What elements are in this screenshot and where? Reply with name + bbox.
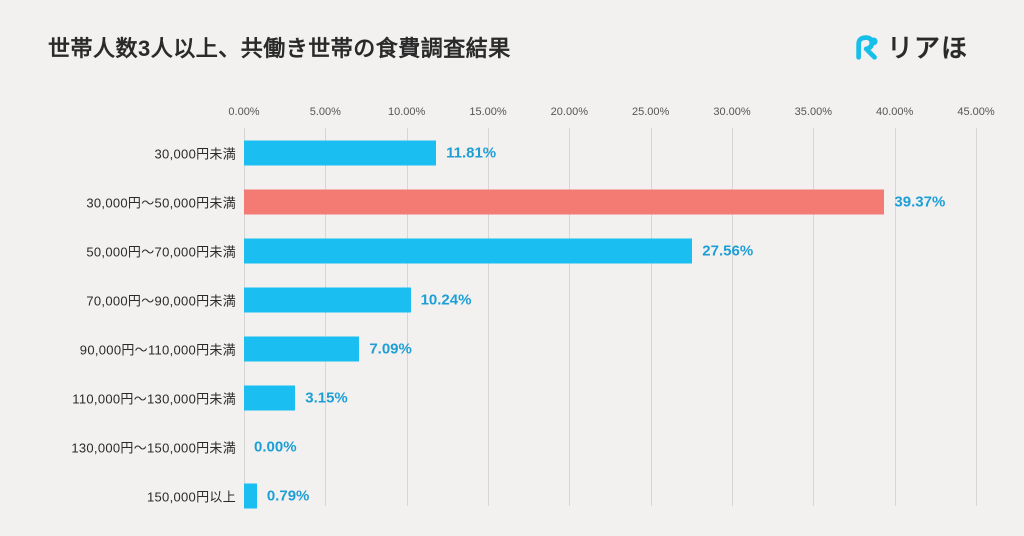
bar-row: 27.56% [244, 238, 976, 263]
bar-value-label: 3.15% [305, 389, 348, 406]
x-tick: 35.00% [795, 106, 832, 118]
logo-text: リアほ [887, 28, 968, 65]
bar-value-label: 7.09% [369, 340, 412, 357]
chart-container: 30,000円未満 30,000円〜50,000円未満 50,000円〜70,000… [48, 100, 976, 506]
bar-value-label: 27.56% [702, 242, 753, 259]
bar-row: 0.79% [244, 483, 976, 508]
bar-row: 11.81% [244, 140, 976, 165]
x-tick: 10.00% [388, 106, 425, 118]
bar-row: 3.15% [244, 385, 976, 410]
bar-row: 39.37% [244, 189, 976, 214]
bar-value-label: 0.79% [267, 487, 310, 504]
x-tick: 40.00% [876, 106, 913, 118]
x-tick: 0.00% [228, 106, 259, 118]
bar-value-label: 11.81% [446, 144, 496, 161]
bar [244, 385, 295, 410]
y-axis-label: 110,000円〜130,000円未満 [72, 388, 236, 407]
bar-row: 7.09% [244, 336, 976, 361]
y-axis-label: 90,000円〜110,000円未満 [80, 339, 236, 358]
x-tick: 5.00% [310, 106, 341, 118]
x-tick: 30.00% [713, 106, 750, 118]
bar [244, 189, 884, 214]
bar-value-label: 39.37% [894, 193, 945, 210]
bar [244, 238, 692, 263]
bar [244, 483, 257, 508]
y-axis-label: 30,000円未満 [155, 143, 236, 162]
bar-value-label: 0.00% [254, 438, 297, 455]
bar-value-label: 10.24% [421, 291, 472, 308]
bar-row: 10.24% [244, 287, 976, 312]
grid-line [976, 128, 977, 506]
x-tick: 25.00% [632, 106, 669, 118]
y-axis-labels: 30,000円未満 30,000円〜50,000円未満 50,000円〜70,000… [48, 128, 244, 506]
logo-icon [853, 32, 883, 62]
bar [244, 140, 436, 165]
y-axis-label: 30,000円〜50,000円未満 [86, 192, 236, 211]
bar [244, 336, 359, 361]
x-axis: 0.00%5.00%10.00%15.00%20.00%25.00%30.00%… [244, 100, 976, 128]
bar-row: 0.00% [244, 434, 976, 459]
y-axis-label: 130,000円〜150,000円未満 [71, 437, 236, 456]
x-tick: 20.00% [551, 106, 588, 118]
plot-area: 0.00% 5.00% 10.00% 15.00% 20.00% 25.00% 30.00%… [244, 100, 976, 506]
y-axis-label: 150,000円以上 [147, 486, 236, 505]
brand-logo: リアほ [853, 28, 968, 65]
x-tick: 45.00% [957, 106, 994, 118]
y-axis-label: 70,000円〜90,000円未満 [86, 290, 236, 309]
bars-group: 11.81% 39.37% 27.56% 10.24% 7.09% 3.15% 0.00% 0… [244, 128, 976, 506]
x-tick: 15.00% [469, 106, 506, 118]
bar [244, 287, 411, 312]
page-title: 世帯人数3人以上、共働き世帯の食費調査結果 [48, 31, 511, 63]
y-axis-label: 50,000円〜70,000円未満 [86, 241, 236, 260]
header: 世帯人数3人以上、共働き世帯の食費調査結果 リアほ [0, 0, 1024, 65]
